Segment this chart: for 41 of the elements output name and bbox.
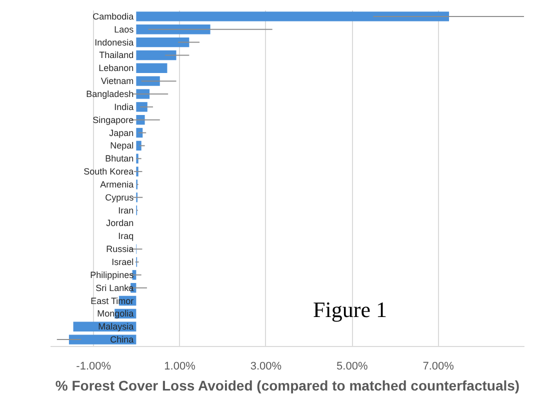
x-axis-title: % Forest Cover Loss Avoided (compared to matched counterfactuals) [55, 378, 520, 394]
y-tick-label: Thailand [99, 50, 134, 60]
y-tick-label: Iraq [118, 231, 134, 242]
x-tick-label: 5.00% [336, 360, 368, 372]
y-tick-label: Israel [112, 257, 134, 267]
y-tick-label: Sri Lanka [96, 282, 134, 293]
bar [136, 50, 176, 60]
y-tick-label: Russia [106, 244, 134, 254]
y-tick-label: Armenia [100, 179, 134, 190]
annotation: Figure 1 [313, 297, 387, 322]
y-tick-label: Malaysia [98, 322, 134, 332]
y-tick-label: Singapore [92, 114, 134, 125]
bar [136, 37, 190, 48]
y-tick-label: Iran [118, 205, 134, 216]
y-tick-label: Nepal [110, 140, 134, 151]
y-tick-label: Laos [114, 24, 134, 34]
bar [136, 140, 142, 151]
x-tick-label: 1.00% [164, 360, 196, 372]
y-tick-label: Indonesia [94, 37, 134, 48]
y-tick-label: Lebanon [98, 63, 134, 74]
x-tick-label: 7.00% [422, 360, 454, 372]
x-tick-label: -1.00% [76, 360, 112, 372]
y-tick-label: Cyprus [105, 192, 134, 202]
bar [136, 63, 168, 73]
bar [136, 128, 143, 138]
bar [136, 76, 160, 86]
y-tick-label: South Korea [84, 166, 134, 177]
y-tick-label: Philippines [90, 270, 134, 280]
x-tick-label: 3.00% [250, 360, 282, 372]
bar [136, 102, 148, 112]
y-tick-label: Vietnam [100, 76, 134, 86]
y-tick-label: Bhutan [105, 154, 134, 164]
y-tick-label: Cambodia [92, 11, 134, 22]
y-tick-label: India [114, 102, 134, 112]
bar [136, 24, 210, 34]
bar [136, 89, 150, 99]
y-tick-label: Bangladesh [86, 89, 134, 99]
y-tick-label: Jordan [106, 218, 134, 228]
y-tick-label: China [110, 334, 134, 345]
bar [136, 12, 450, 22]
y-tick-label: Japan [109, 128, 134, 138]
